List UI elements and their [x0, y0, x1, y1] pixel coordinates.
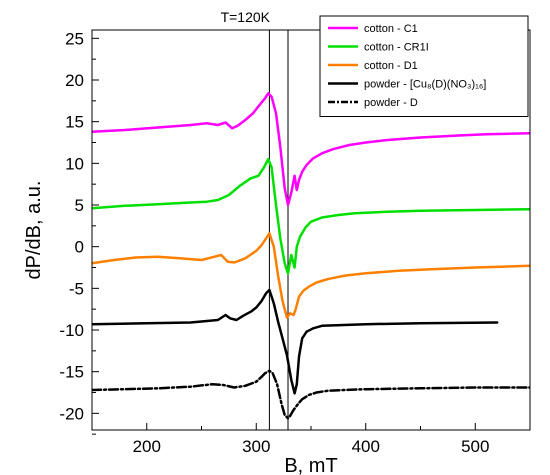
y-tick-label: -5 — [69, 279, 84, 298]
y-tick-label: -15 — [59, 363, 84, 382]
x-tick-label: 300 — [242, 437, 270, 456]
legend-label: cotton - C1 — [364, 23, 418, 35]
y-tick-label: -20 — [59, 404, 84, 423]
legend-label: cotton - CR1I — [364, 42, 429, 54]
x-axis-label: B, mT — [284, 455, 337, 475]
y-tick-label: 15 — [65, 113, 84, 132]
legend-label: powder - [Cu₈(D)(NO₃)₁₆] — [364, 79, 486, 91]
y-tick-label: 25 — [65, 29, 84, 48]
legend: cotton - C1 cotton - CR1I cotton - D1 powde… — [319, 15, 529, 117]
plot-area — [91, 29, 531, 431]
y-axis-label: dP/dB, a.u. — [23, 181, 45, 280]
series-line-1 — [92, 92, 530, 207]
x-tick-label: 400 — [352, 437, 380, 456]
legend-label: cotton - D1 — [364, 60, 418, 72]
legend-items: cotton - C1 cotton - CR1I cotton - D1 powde… — [328, 23, 486, 109]
series-layer — [92, 92, 530, 420]
x-tick-label: 200 — [133, 437, 161, 456]
temperature-annotation: T=120K — [221, 9, 271, 25]
series-line-4 — [92, 288, 499, 395]
series-line-5 — [92, 369, 530, 420]
series-line-2 — [92, 157, 530, 275]
x-tick-label: 500 — [461, 437, 489, 456]
series-line-3 — [92, 232, 530, 319]
y-tick-label: 0 — [75, 238, 84, 257]
y-tick-label: 10 — [65, 154, 84, 173]
x-axis: 200 300 400 500 — [91, 423, 531, 456]
y-tick-label: 20 — [65, 71, 84, 90]
y-axis: -20 -15 -10 -5 0 5 10 15 20 25 — [59, 29, 99, 435]
legend-label: powder - D — [364, 97, 418, 109]
y-tick-label: 5 — [75, 196, 84, 215]
y-tick-label: -10 — [59, 321, 84, 340]
